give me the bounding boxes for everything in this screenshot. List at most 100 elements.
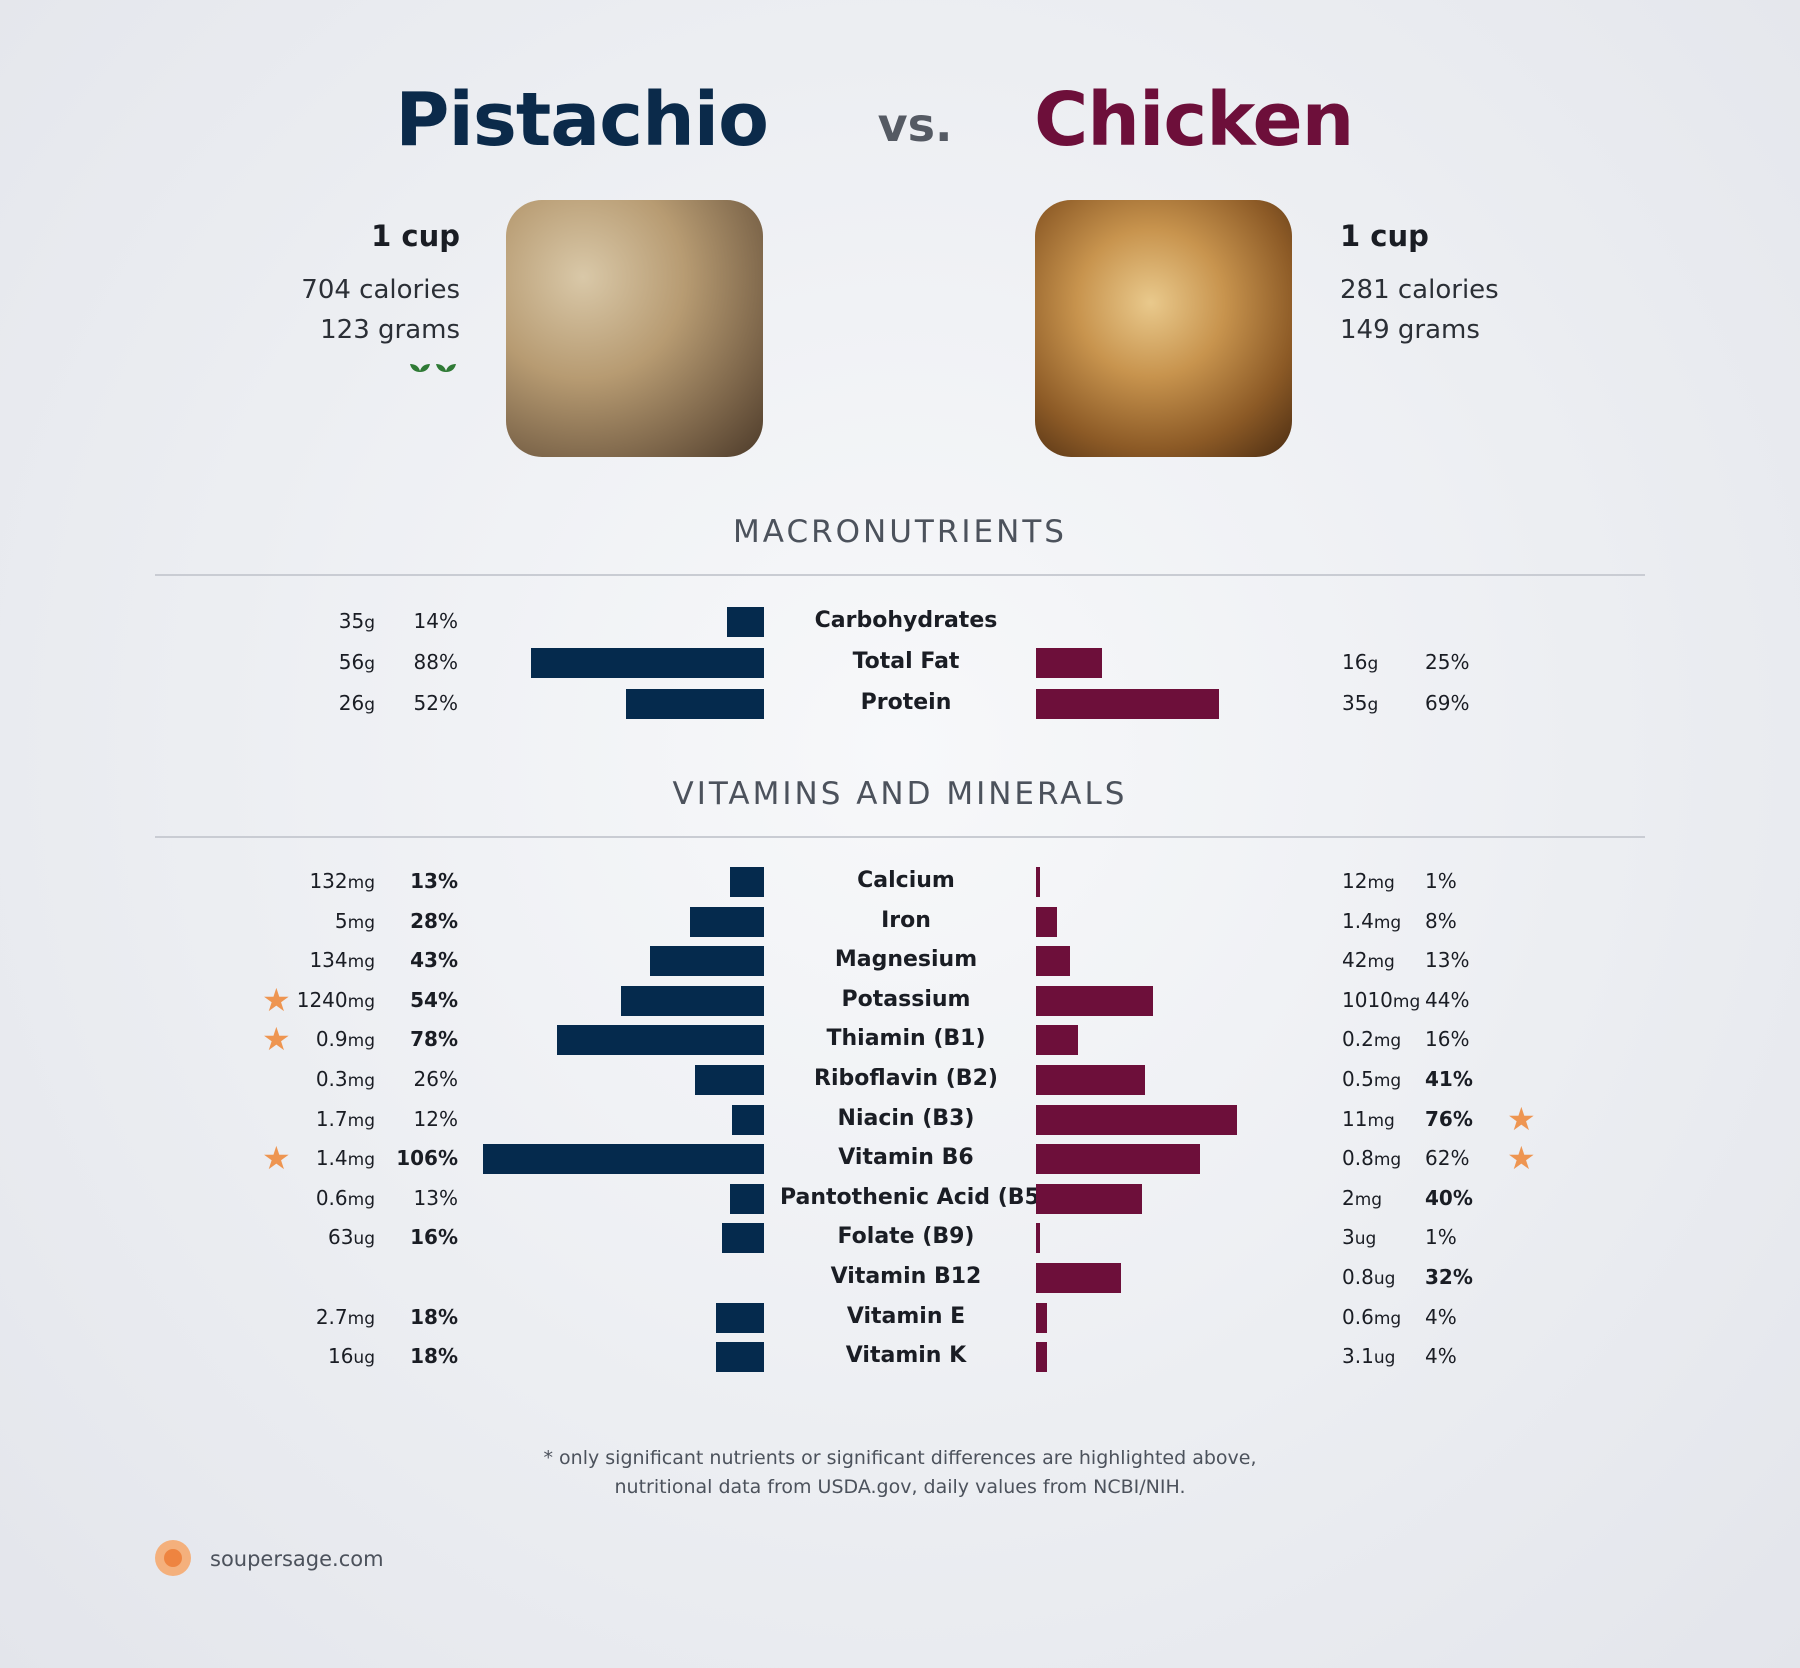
left-amount-value: 0.9: [315, 1027, 348, 1052]
right-bar: [1036, 1025, 1078, 1056]
left-amount-unit: mg: [347, 1308, 375, 1329]
left-percent: 26%: [413, 1067, 458, 1091]
left-amount-value: 2.7: [315, 1304, 348, 1329]
left-amount-unit: mg: [347, 1189, 375, 1210]
right-bar: [1036, 906, 1057, 937]
macro-row: 35g 14% Carbohydrates: [0, 602, 1800, 640]
macro-row: 56g 88% Total Fat 16g 25%: [0, 643, 1800, 681]
right-amount-unit: ug: [1354, 1229, 1377, 1250]
right-bar: [1036, 1065, 1145, 1095]
right-percent: 41%: [1425, 1067, 1473, 1091]
left-amount: 5mg: [200, 902, 375, 942]
right-amount-unit: mg: [1373, 912, 1402, 933]
right-amount-unit: mg: [1367, 1110, 1395, 1131]
left-amount-unit: mg: [347, 952, 375, 973]
right-bar: [1036, 1263, 1121, 1293]
left-amount-unit: mg: [347, 1031, 375, 1052]
left-star-icon: ★: [262, 980, 291, 1019]
left-percent: 106%: [396, 1146, 458, 1171]
right-percent: 40%: [1425, 1185, 1473, 1210]
left-bar: [621, 985, 764, 1016]
left-grams: 123 grams: [320, 315, 460, 345]
right-amount-unit: mg: [1373, 1071, 1402, 1091]
vit-row: 16ug 18% Vitamin K 3.1ug 4%: [0, 1337, 1800, 1375]
right-bar: [1036, 867, 1040, 897]
left-bar: [727, 607, 764, 637]
left-calories: 704 calories: [301, 275, 460, 305]
vit-row: 134mg 43% Magnesium 42mg 13%: [0, 941, 1800, 979]
left-amount-unit: mg: [347, 873, 375, 893]
left-percent: 18%: [410, 1344, 458, 1369]
right-percent: 16%: [1425, 1027, 1470, 1052]
left-amount-unit: ug: [353, 1229, 375, 1250]
left-bar: [557, 1025, 764, 1056]
right-amount-value: 42: [1342, 948, 1368, 973]
left-amount-value: 0.6: [315, 1185, 348, 1210]
right-amount-unit: mg: [1373, 1031, 1402, 1052]
right-amount: 12mg: [1342, 862, 1422, 902]
left-amount-value: 1.4: [315, 1146, 348, 1171]
right-amount-unit: mg: [1354, 1189, 1383, 1210]
right-calories: 281 calories: [1340, 275, 1499, 305]
right-bar: [1036, 648, 1102, 678]
right-amount-value: 1.4: [1342, 908, 1374, 933]
right-amount-value: 35: [1342, 691, 1368, 715]
right-amount-value: 0.6: [1342, 1304, 1374, 1329]
left-amount-unit: g: [364, 695, 375, 715]
left-bar: [483, 1144, 764, 1175]
sprout-icon: [408, 360, 460, 384]
right-percent: 1%: [1425, 1225, 1457, 1250]
nutrient-label: Calcium: [857, 868, 955, 893]
right-bar: [1036, 1342, 1047, 1373]
left-amount-value: 63: [327, 1225, 354, 1250]
vit-row: 132mg 13% Calcium 12mg 1%: [0, 862, 1800, 900]
left-bar: [626, 689, 764, 719]
right-amount: 11mg: [1342, 1100, 1422, 1140]
right-bar: [1036, 1223, 1040, 1254]
vit-row: 0.3mg 26% Riboflavin (B2) 0.5mg 41%: [0, 1060, 1800, 1098]
right-percent: 32%: [1425, 1265, 1473, 1289]
left-food-title: Pistachio: [395, 77, 769, 163]
left-amount-value: 35: [338, 609, 365, 633]
right-bar: [1036, 946, 1070, 977]
left-star-icon: ★: [262, 1139, 291, 1178]
right-percent: 13%: [1425, 948, 1470, 973]
nutrient-label: Pantothenic Acid (B5): [780, 1184, 1050, 1210]
macro-divider: [155, 574, 1645, 576]
vitamins-divider: [155, 836, 1645, 838]
left-amount: 16ug: [200, 1337, 375, 1377]
right-percent: 69%: [1425, 691, 1470, 715]
left-amount: 56g: [200, 643, 375, 683]
left-amount: 134mg: [200, 941, 375, 981]
right-amount-value: 0.2: [1342, 1027, 1374, 1052]
right-amount: 42mg: [1342, 941, 1422, 981]
left-bar: [690, 906, 764, 937]
vit-row: ★ 0.9mg 78% Thiamin (B1) 0.2mg 16%: [0, 1020, 1800, 1058]
right-amount: 0.6mg: [1342, 1298, 1422, 1338]
left-amount-value: 0.3: [315, 1067, 348, 1091]
right-amount-unit: ug: [1373, 1269, 1396, 1289]
right-amount-value: 16: [1342, 650, 1368, 674]
left-amount-unit: mg: [347, 1150, 375, 1171]
footnote-line-2: nutritional data from USDA.gov, daily va…: [614, 1476, 1186, 1498]
right-grams: 149 grams: [1340, 315, 1480, 345]
left-bar: [695, 1065, 764, 1095]
right-amount: 0.5mg: [1342, 1060, 1422, 1100]
nutrient-label: Vitamin B6: [838, 1145, 974, 1171]
right-amount-value: 0.8: [1342, 1146, 1374, 1171]
right-amount: 1010mg: [1342, 981, 1422, 1021]
nutrient-label: Total Fat: [852, 649, 960, 674]
brand-link[interactable]: soupersage.com: [210, 1547, 384, 1571]
right-percent: 25%: [1425, 650, 1470, 674]
nutrient-label: Thiamin (B1): [826, 1026, 986, 1052]
vit-row: ★ 1240mg 54% Potassium 1010mg 44%: [0, 981, 1800, 1019]
left-percent: 78%: [410, 1027, 458, 1052]
vit-row: 5mg 28% Iron 1.4mg 8%: [0, 902, 1800, 940]
right-percent: 4%: [1425, 1344, 1457, 1369]
footnote: * only significant nutrients or signific…: [0, 1444, 1800, 1502]
right-amount-unit: ug: [1373, 1348, 1396, 1369]
left-amount-unit: g: [364, 613, 375, 633]
left-bar: [722, 1223, 764, 1254]
left-amount-value: 56: [338, 650, 365, 674]
right-amount-value: 11: [1342, 1106, 1368, 1131]
